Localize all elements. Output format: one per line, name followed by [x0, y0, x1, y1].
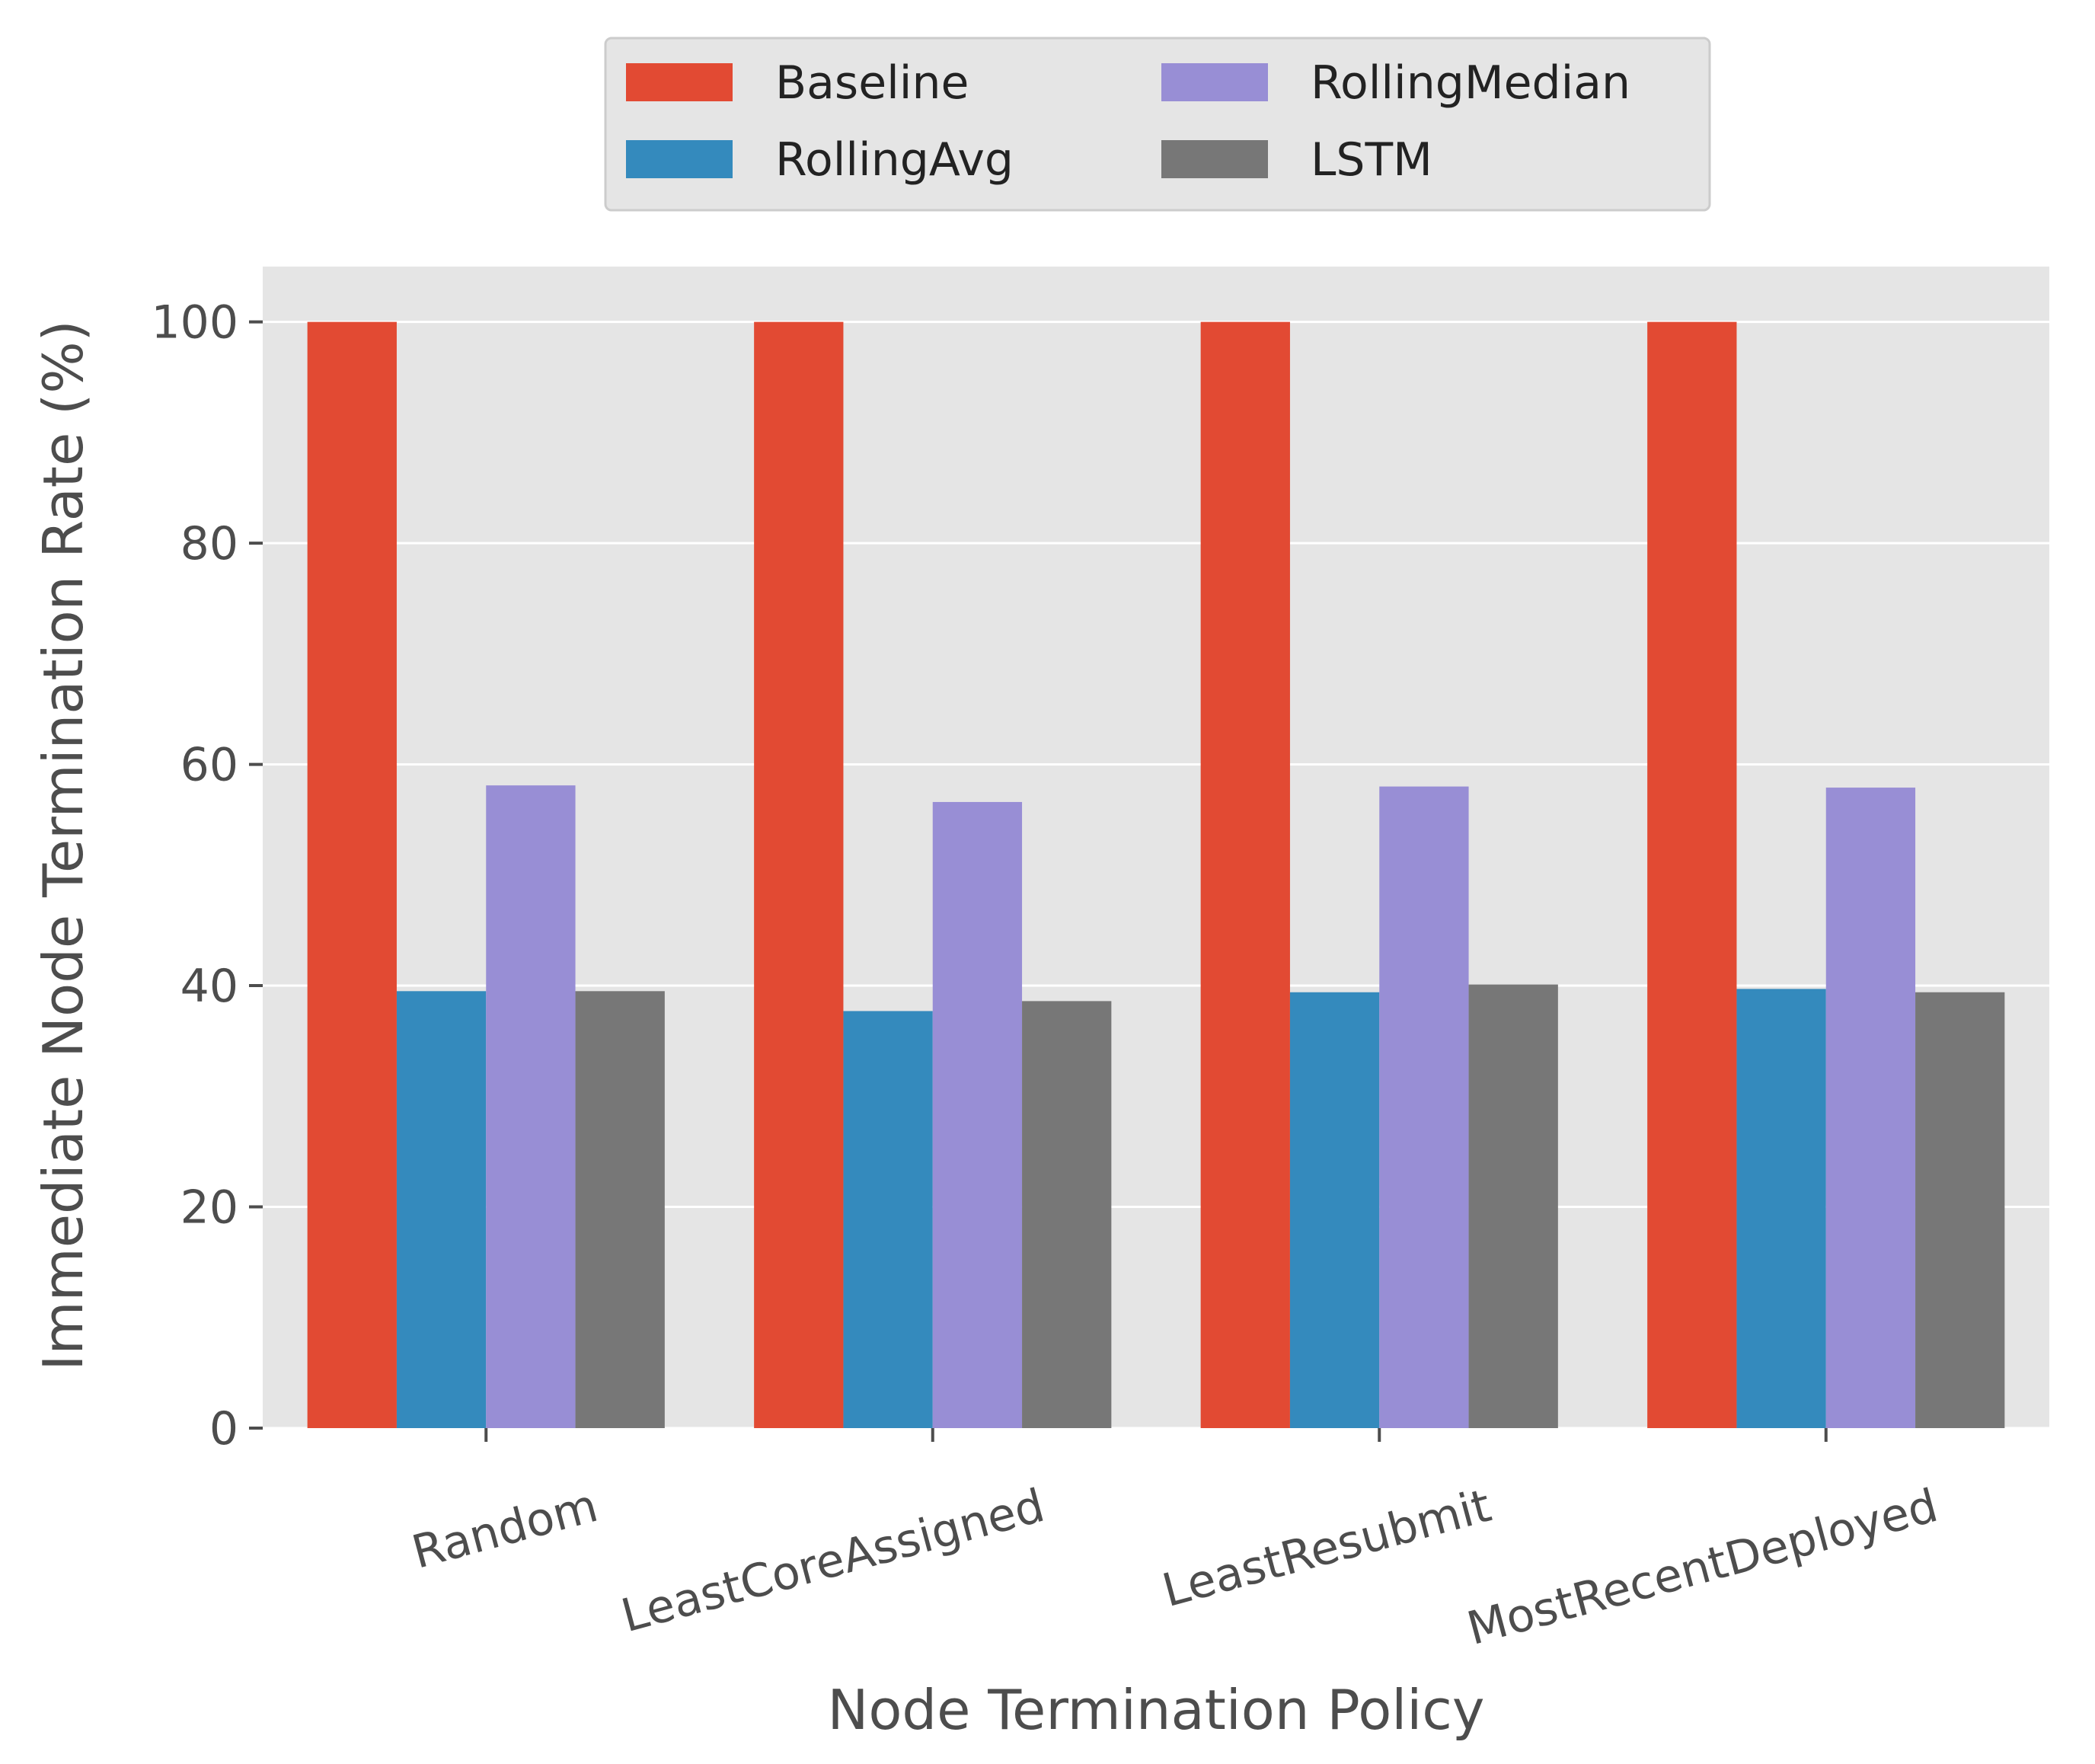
bar-rollingmedian-mostrecentdeployed — [1825, 788, 1916, 1428]
bar-rollingavg-mostrecentdeployed — [1736, 989, 1826, 1428]
y-tick-label: 80 — [180, 517, 238, 570]
legend-swatch-rollingmedian — [1161, 63, 1268, 101]
x-axis-label: Node Termination Policy — [828, 1678, 1485, 1742]
y-tick-label: 0 — [209, 1402, 238, 1456]
bar-rollingmedian-random — [486, 785, 576, 1428]
legend-swatch-lstm — [1161, 140, 1268, 178]
bar-lstm-random — [575, 991, 665, 1428]
legend-frame — [604, 37, 1711, 212]
y-axis-label: Immediate Node Termination Rate (%) — [31, 320, 95, 1371]
bar-rollingavg-random — [396, 991, 487, 1428]
bar-lstm-leastcoreassigned — [1022, 1001, 1112, 1428]
legend-label-rollingmedian: RollingMedian — [1311, 56, 1630, 110]
bar-lstm-leastresubmit — [1468, 984, 1558, 1428]
x-tick-label: LeastCoreAssigned — [616, 1479, 1050, 1643]
bar-baseline-leastcoreassigned — [754, 321, 844, 1429]
x-tick-label: Random — [407, 1479, 603, 1580]
legend: Baseline RollingAvg RollingMedian LSTM — [604, 37, 1711, 212]
bar-baseline-mostrecentdeployed — [1647, 321, 1737, 1429]
y-tick-label: 20 — [180, 1181, 238, 1235]
x-tick-label: LeastResubmit — [1157, 1479, 1496, 1618]
bar-rollingmedian-leastcoreassigned — [932, 801, 1023, 1428]
bar-baseline-random — [307, 321, 397, 1429]
y-tick-label: 60 — [180, 739, 238, 792]
bar-rollingavg-leastresubmit — [1289, 992, 1380, 1428]
legend-swatch-rollingavg — [626, 140, 733, 178]
bar-rollingavg-leastcoreassigned — [843, 1011, 933, 1428]
bar-baseline-leastresubmit — [1200, 321, 1290, 1429]
x-axis: Random LeastCoreAssigned LeastResubmitMost… — [407, 1428, 1943, 1656]
x-tick-label: MostRecentDeployed — [1461, 1479, 1943, 1656]
bars — [307, 321, 2005, 1429]
y-tick-label: 100 — [151, 296, 238, 350]
y-tick-label: 40 — [180, 960, 238, 1013]
legend-label-baseline: Baseline — [775, 56, 969, 110]
bar-lstm-mostrecentdeployed — [1915, 992, 2005, 1428]
bar-rollingmedian-leastresubmit — [1379, 786, 1469, 1428]
legend-label-lstm: LSTM — [1311, 133, 1432, 187]
y-axis: 0 20 40 60 80 100 — [151, 296, 263, 1456]
legend-swatch-baseline — [626, 63, 733, 101]
legend-label-rollingavg: RollingAvg — [775, 133, 1014, 187]
